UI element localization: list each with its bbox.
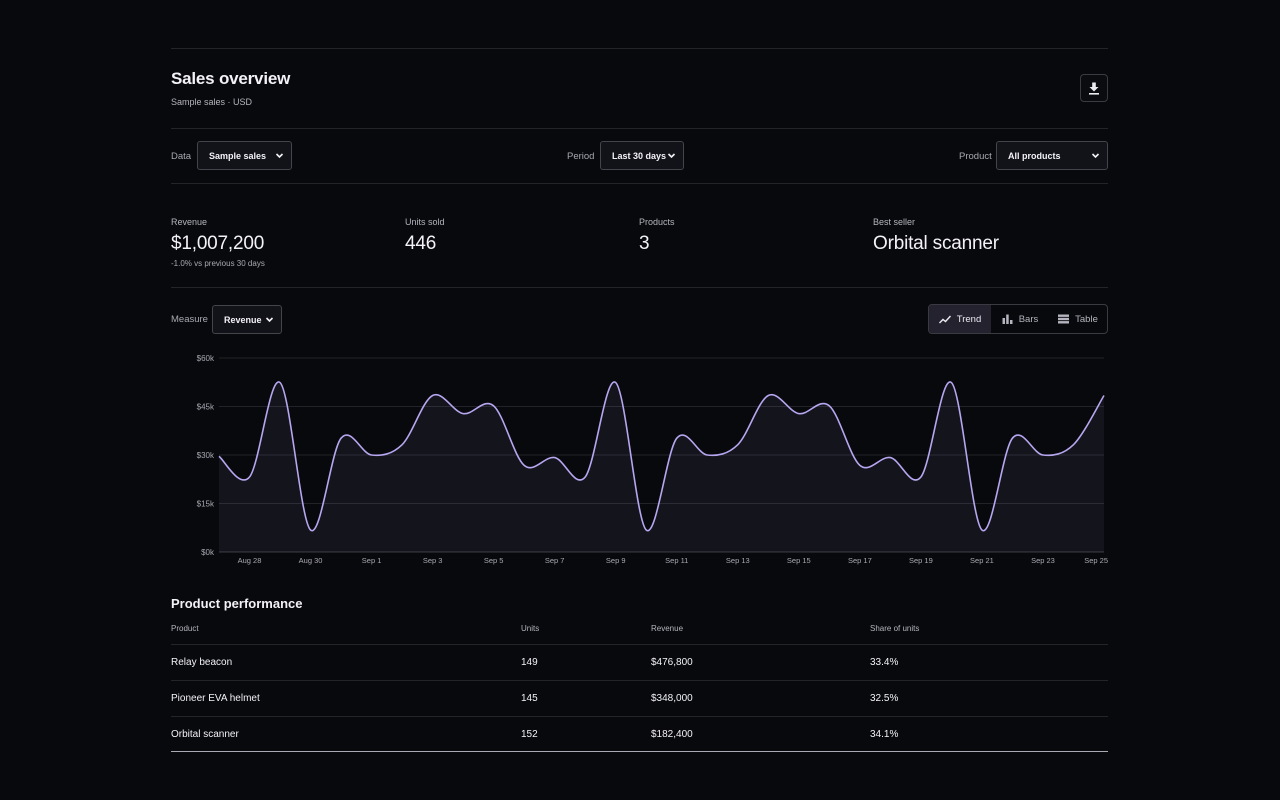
- x-tick-label: Sep 15: [787, 556, 811, 565]
- page-subtitle: Sample sales · USD: [171, 97, 253, 107]
- bars-view-button[interactable]: Bars: [991, 305, 1049, 333]
- chevron-down-icon: [1091, 153, 1100, 159]
- series-line: [218, 381, 1105, 532]
- product-select-value: All products: [1008, 150, 1061, 161]
- chevron-down-icon: [275, 153, 284, 159]
- trend-view-label: Trend: [956, 313, 982, 325]
- column-header-units: Units: [521, 624, 540, 633]
- x-tick-label: Sep 17: [848, 556, 872, 565]
- units-cell: 145: [521, 693, 538, 704]
- share-cell: 32.5%: [870, 693, 899, 704]
- share-cell: 33.4%: [870, 657, 899, 668]
- x-tick-label: Sep 13: [726, 556, 750, 565]
- data-label: Data: [171, 151, 192, 162]
- trend-icon: [938, 315, 951, 323]
- column-header-revenue: Revenue: [651, 624, 684, 633]
- measure-select[interactable]: Revenue: [212, 305, 282, 334]
- product-performance-title: Product performance: [171, 596, 303, 611]
- revenue-cell: $476,800: [651, 657, 693, 668]
- column-header-share: Share of units: [870, 624, 920, 633]
- revenue-trend-chart: $0k $15k $30k $45k $60k Aug 28 Aug 30 Sep 1 Sep …: [197, 354, 1108, 565]
- period-label: Period: [567, 151, 595, 162]
- product-name-cell: Relay beacon: [171, 657, 233, 668]
- bar-chart-icon: [1002, 314, 1013, 324]
- x-tick-label: Sep 19: [909, 556, 933, 565]
- table-row: Relay beacon 149 $476,800 33.4%: [171, 644, 1108, 680]
- divider: [171, 48, 1108, 49]
- y-tick-label: $15k: [197, 500, 215, 509]
- measure-select-value: Revenue: [224, 314, 262, 325]
- y-tick-label: $45k: [197, 403, 215, 412]
- page-title: Sales overview: [171, 69, 291, 88]
- divider: [171, 128, 1108, 129]
- kpi-revenue-value: $1,007,200: [171, 233, 265, 254]
- table-icon: [1058, 314, 1070, 324]
- y-tick-label: $30k: [197, 451, 215, 460]
- x-tick-label: Sep 25: [1084, 556, 1108, 565]
- x-tick-label: Sep 5: [484, 556, 504, 565]
- x-tick-label: Sep 3: [423, 556, 443, 565]
- table-row: Orbital scanner 152 $182,400 34.1%: [171, 716, 1108, 752]
- x-tick-label: Aug 30: [299, 556, 323, 565]
- column-header-product: Product: [171, 624, 199, 633]
- download-button[interactable]: [1080, 74, 1108, 102]
- table-row: Pioneer EVA helmet 145 $348,000 32.5%: [171, 680, 1108, 716]
- revenue-cell: $182,400: [651, 729, 693, 740]
- chevron-down-icon: [667, 153, 676, 159]
- view-toggle: Trend Bars Table: [928, 304, 1108, 334]
- kpi-best-seller-label: Best seller: [873, 217, 916, 227]
- download-icon: [1089, 82, 1099, 95]
- x-tick-label: Sep 11: [665, 556, 688, 565]
- measure-label: Measure: [171, 314, 208, 325]
- table-view-button[interactable]: Table: [1049, 305, 1107, 333]
- kpi-products-value: 3: [639, 233, 650, 254]
- table-view-label: Table: [1075, 313, 1098, 325]
- data-select-value: Sample sales: [209, 150, 267, 161]
- divider: [171, 183, 1108, 184]
- area-fill: [219, 381, 1104, 552]
- kpi-revenue-label: Revenue: [171, 217, 208, 227]
- kpi-best-seller-value: Orbital scanner: [873, 233, 999, 254]
- y-tick-label: $0k: [201, 548, 215, 557]
- chevron-down-icon: [265, 317, 274, 323]
- x-tick-label: Sep 7: [545, 556, 565, 565]
- period-select[interactable]: Last 30 days: [600, 141, 684, 170]
- kpi-units-value: 446: [405, 233, 437, 254]
- kpi-revenue-change: -1.0% vs previous 30 days: [171, 259, 265, 268]
- product-name-cell: Pioneer EVA helmet: [171, 693, 260, 704]
- revenue-cell: $348,000: [651, 693, 693, 704]
- product-label: Product: [959, 151, 992, 162]
- x-tick-label: Sep 1: [362, 556, 382, 565]
- units-cell: 152: [521, 729, 538, 740]
- data-select[interactable]: Sample sales: [197, 141, 292, 170]
- x-tick-label: Sep 23: [1031, 556, 1055, 565]
- bars-view-label: Bars: [1018, 313, 1039, 325]
- x-tick-label: Sep 21: [970, 556, 994, 565]
- divider: [171, 287, 1108, 288]
- share-cell: 34.1%: [870, 729, 899, 740]
- kpi-units-label: Units sold: [405, 217, 445, 227]
- kpi-products-label: Products: [639, 217, 675, 227]
- units-cell: 149: [521, 657, 538, 668]
- x-tick-label: Aug 28: [238, 556, 262, 565]
- x-tick-label: Sep 9: [606, 556, 626, 565]
- trend-view-button[interactable]: Trend: [929, 305, 991, 333]
- y-tick-label: $60k: [197, 354, 215, 363]
- period-select-value: Last 30 days: [612, 150, 667, 161]
- product-select[interactable]: All products: [996, 141, 1108, 170]
- product-name-cell: Orbital scanner: [171, 729, 239, 740]
